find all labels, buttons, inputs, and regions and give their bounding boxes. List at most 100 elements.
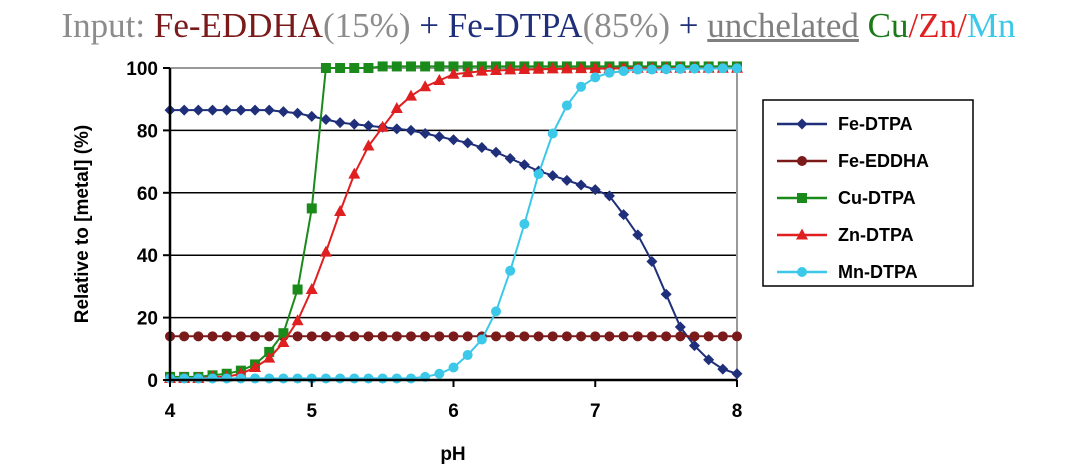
point-zn-dtpa-19 (433, 73, 446, 85)
legend-item-cu-dtpa: Cu-DTPA (777, 188, 916, 208)
y-axis-label: Relative to [metal] (%) (72, 125, 93, 323)
y-tick-label-0: 0 (147, 371, 158, 392)
point-mn-dtpa-35 (661, 64, 672, 75)
point-zn-dtpa-11 (319, 245, 332, 257)
point-zn-dtpa-9 (291, 314, 304, 326)
point-fe-dtpa-30 (589, 184, 601, 196)
point-cu-dtpa-13 (349, 63, 360, 73)
point-fe-eddha-25 (519, 331, 530, 342)
point-fe-dtpa-22 (476, 142, 488, 154)
point-zn-dtpa-26 (532, 62, 545, 74)
point-fe-eddha-10 (306, 331, 317, 342)
point-fe-dtpa-1 (178, 104, 190, 116)
legend-label-fe-eddha: Fe-EDDHA (838, 151, 929, 171)
y-tick-label-60: 60 (137, 184, 158, 205)
point-zn-dtpa-23 (490, 63, 503, 75)
point-fe-eddha-31 (604, 331, 615, 342)
title-mn: Mn (966, 6, 1016, 45)
point-mn-dtpa-9 (292, 373, 303, 384)
legend-marker-zn-dtpa (796, 228, 808, 240)
point-fe-eddha-6 (250, 331, 261, 342)
point-zn-dtpa-25 (518, 63, 531, 75)
point-fe-eddha-11 (320, 331, 331, 342)
point-zn-dtpa-30 (589, 62, 602, 74)
point-fe-eddha-23 (491, 331, 502, 342)
point-fe-eddha-28 (561, 331, 572, 342)
point-fe-eddha-17 (405, 331, 416, 342)
point-fe-eddha-3 (207, 331, 218, 342)
point-fe-eddha-4 (221, 331, 232, 342)
x-tick-label-6: 6 (448, 401, 459, 422)
point-fe-eddha-2 (193, 331, 204, 342)
point-fe-eddha-18 (420, 331, 431, 342)
point-fe-dtpa-4 (221, 104, 233, 116)
point-fe-eddha-20 (448, 331, 459, 342)
point-cu-dtpa-19 (434, 61, 445, 72)
point-mn-dtpa-32 (618, 66, 629, 77)
point-mn-dtpa-19 (434, 368, 445, 379)
legend-marker-cu-dtpa (797, 193, 807, 203)
point-zn-dtpa-7 (263, 351, 276, 363)
point-fe-eddha-38 (703, 331, 714, 342)
point-fe-dtpa-37 (688, 340, 700, 352)
y-tick-label-80: 80 (137, 121, 158, 142)
point-mn-dtpa-7 (264, 373, 275, 384)
point-fe-dtpa-40 (731, 368, 743, 380)
point-mn-dtpa-17 (405, 373, 416, 384)
point-cu-dtpa-8 (278, 328, 289, 339)
point-fe-dtpa-12 (334, 117, 346, 129)
point-zn-dtpa-18 (419, 80, 432, 92)
point-fe-dtpa-24 (504, 152, 516, 164)
point-fe-dtpa-8 (277, 106, 289, 118)
point-fe-dtpa-14 (362, 120, 374, 132)
title-zn: Zn (918, 6, 958, 45)
legend-item-fe-eddha: Fe-EDDHA (777, 151, 929, 171)
point-zn-dtpa-12 (334, 205, 347, 217)
point-fe-dtpa-11 (320, 113, 332, 125)
point-fe-dtpa-3 (207, 104, 219, 116)
point-fe-eddha-21 (462, 331, 473, 342)
series-layer (164, 61, 743, 384)
legend-marker-mn-dtpa (797, 267, 807, 277)
point-mn-dtpa-26 (533, 169, 544, 180)
point-mn-dtpa-8 (278, 373, 289, 384)
point-zn-dtpa-21 (461, 66, 474, 78)
point-fe-dtpa-17 (405, 124, 417, 136)
title-fe-dtpa: Fe-DTPA (447, 6, 583, 45)
point-cu-dtpa-12 (335, 63, 346, 73)
point-fe-eddha-37 (689, 331, 700, 342)
point-cu-dtpa-17 (405, 61, 416, 72)
legend-label-fe-dtpa: Fe-DTPA (838, 114, 913, 134)
point-cu-dtpa-18 (420, 61, 431, 72)
point-mn-dtpa-30 (590, 72, 601, 83)
point-fe-eddha-34 (646, 331, 657, 342)
point-fe-eddha-30 (590, 331, 601, 342)
title-fe-dtpa-percent: (85%) (582, 6, 671, 45)
gridlines (170, 67, 737, 319)
point-fe-eddha-24 (505, 331, 516, 342)
point-fe-dtpa-28 (561, 174, 573, 186)
legend-item-mn-dtpa: Mn-DTPA (777, 262, 918, 282)
point-fe-dtpa-10 (306, 110, 318, 122)
point-zn-dtpa-15 (376, 120, 389, 132)
legend-label-mn-dtpa: Mn-DTPA (838, 262, 918, 282)
x-tick-label-7: 7 (590, 401, 601, 422)
point-mn-dtpa-3 (207, 373, 218, 384)
point-mn-dtpa-15 (377, 373, 388, 384)
point-fe-dtpa-16 (391, 123, 403, 135)
point-mn-dtpa-34 (646, 64, 657, 75)
point-cu-dtpa-9 (292, 284, 303, 295)
point-fe-eddha-35 (661, 331, 672, 342)
y-tick-label-100: 100 (126, 59, 158, 80)
title-cu: Cu (867, 6, 909, 45)
point-mn-dtpa-38 (703, 63, 714, 74)
series-fe-dtpa (164, 104, 743, 380)
point-mn-dtpa-27 (547, 128, 558, 139)
point-fe-eddha-9 (292, 331, 303, 342)
title-unchelated: unchelated (707, 6, 859, 45)
point-zn-dtpa-20 (447, 67, 460, 79)
point-fe-eddha-13 (349, 331, 360, 342)
point-fe-dtpa-23 (490, 146, 502, 158)
point-mn-dtpa-11 (320, 373, 331, 384)
